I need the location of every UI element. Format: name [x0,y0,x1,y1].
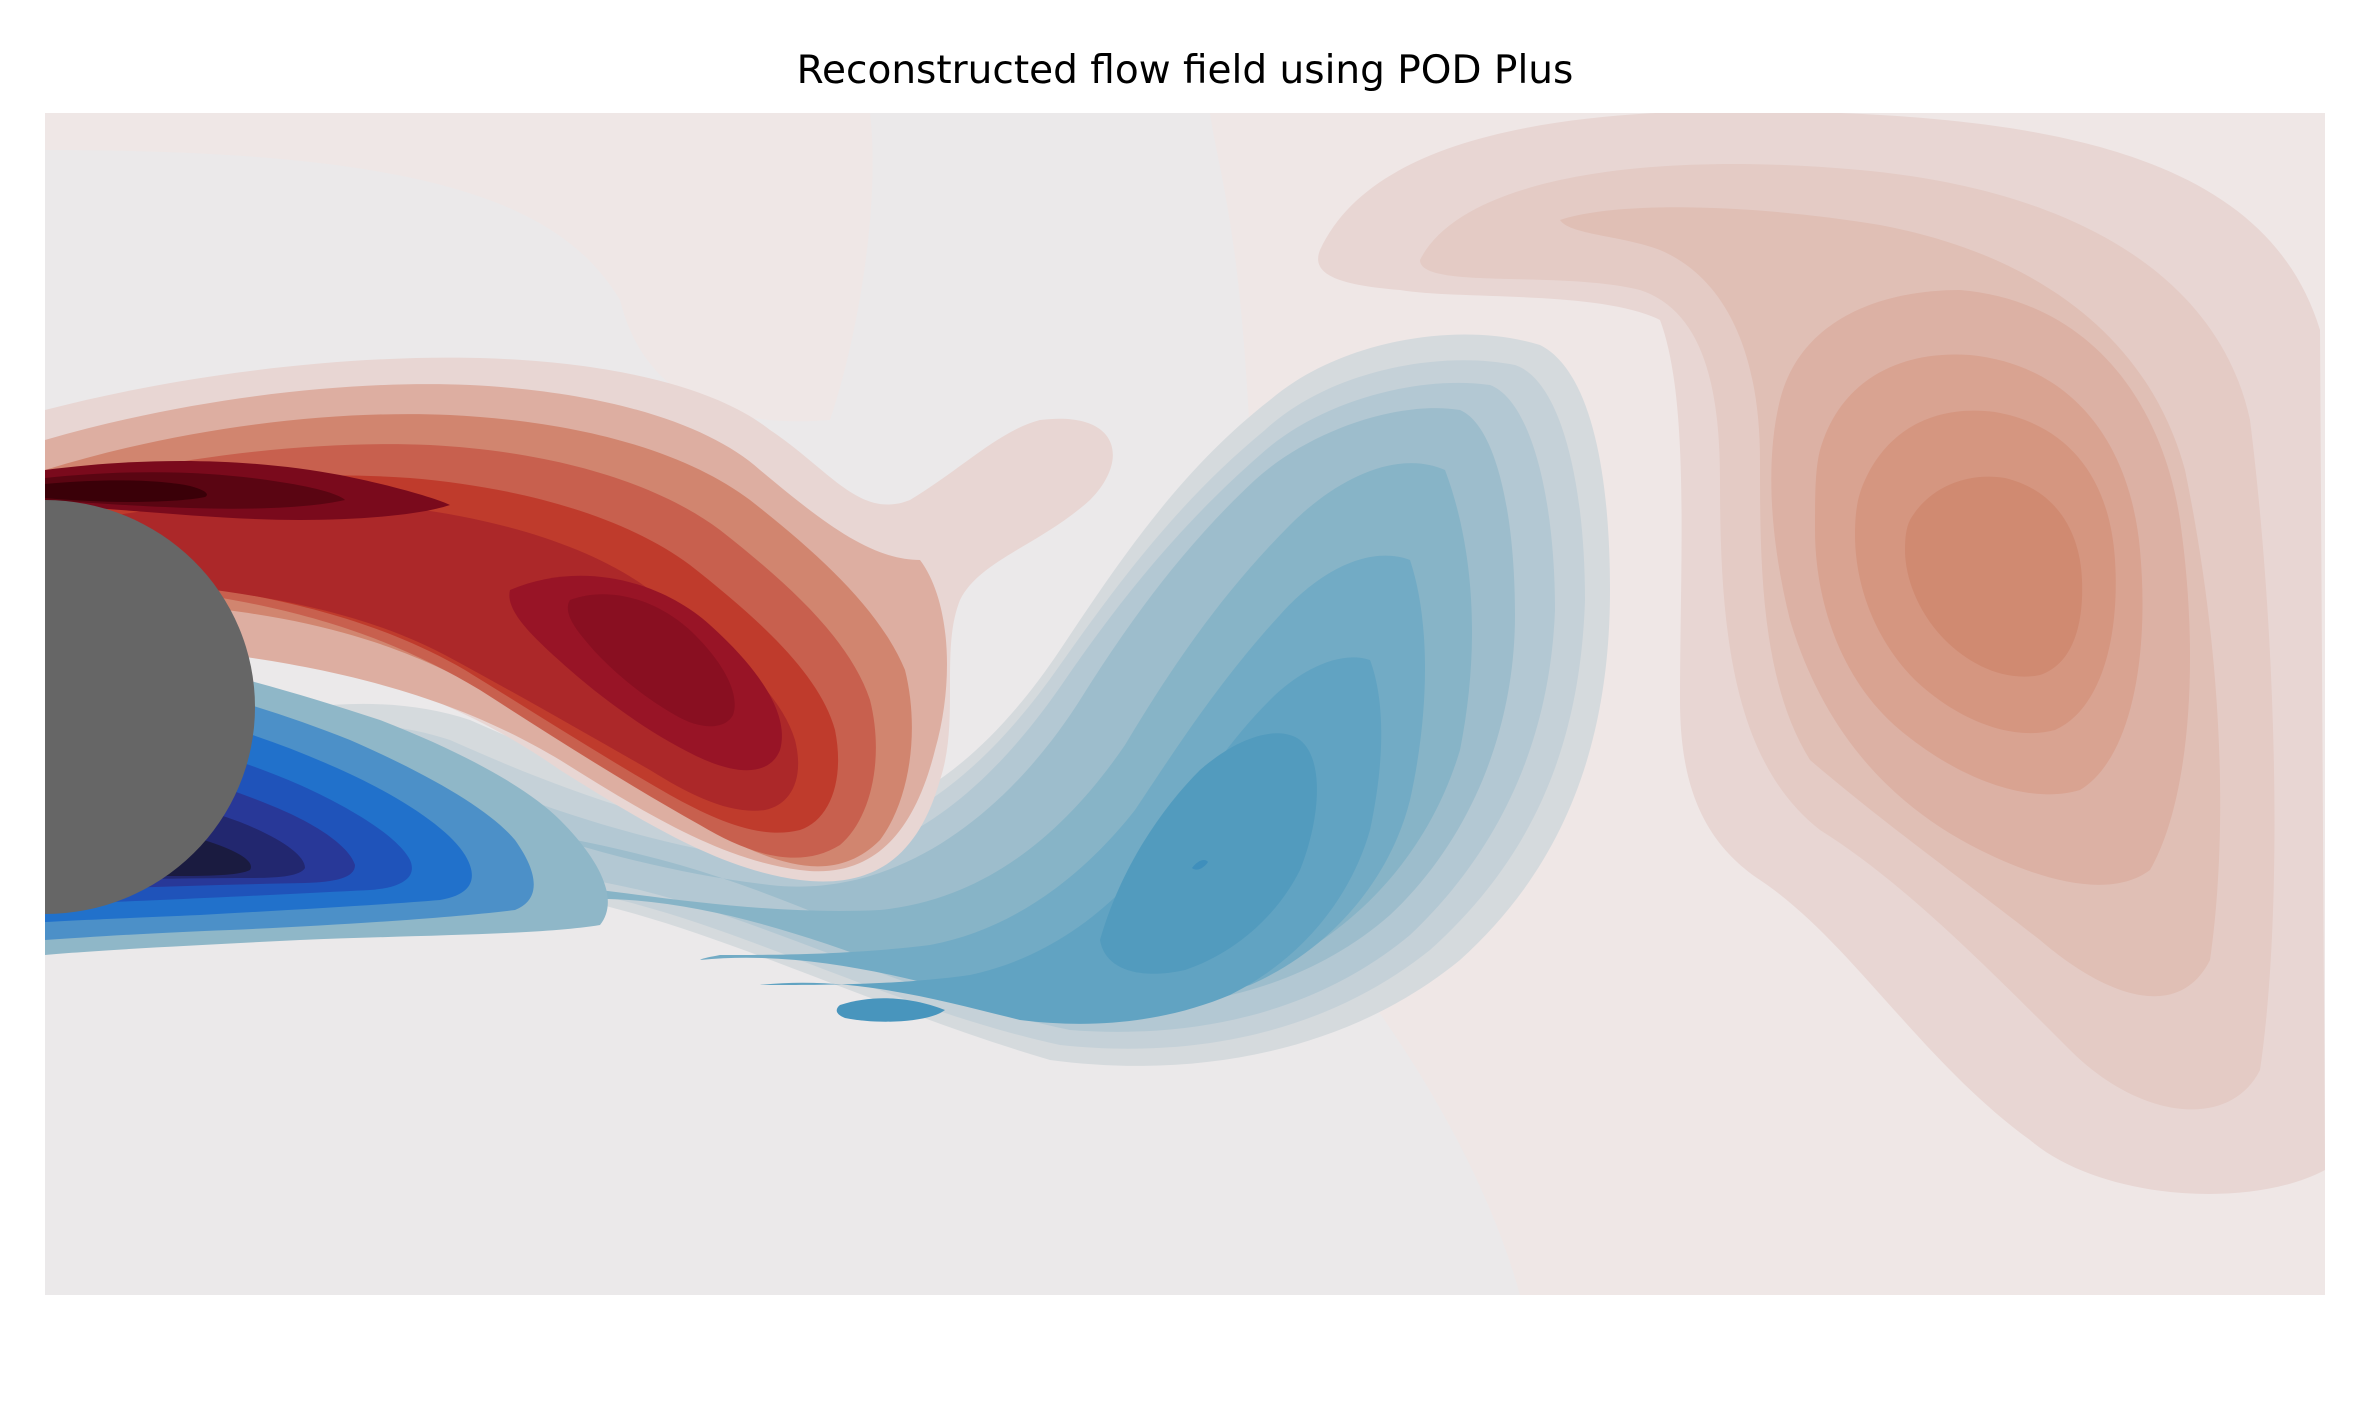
contour-lower-vortex-l9 [836,998,945,1022]
upper-shear-vortex [45,357,1113,882]
cylinder-obstacle [45,500,255,914]
contour-positive-faint-upper-left [45,113,873,422]
downstream-vortex [1318,113,2325,1194]
contour-lower-vortex-l10 [1192,860,1208,870]
contour-lower-vortex-l8 [1100,733,1317,974]
contour-downstream-vortex-l7 [1905,476,2083,677]
contour-upper-vortex-l6 [45,500,799,811]
lower-shed-vortex [45,334,1610,1066]
contour-upper-vortex-l11 [45,480,207,502]
contour-upper-vortex-l8 [567,594,735,727]
plot-area [45,113,2325,1295]
chart-title: Reconstructed flow field using POD Plus [796,48,1574,93]
